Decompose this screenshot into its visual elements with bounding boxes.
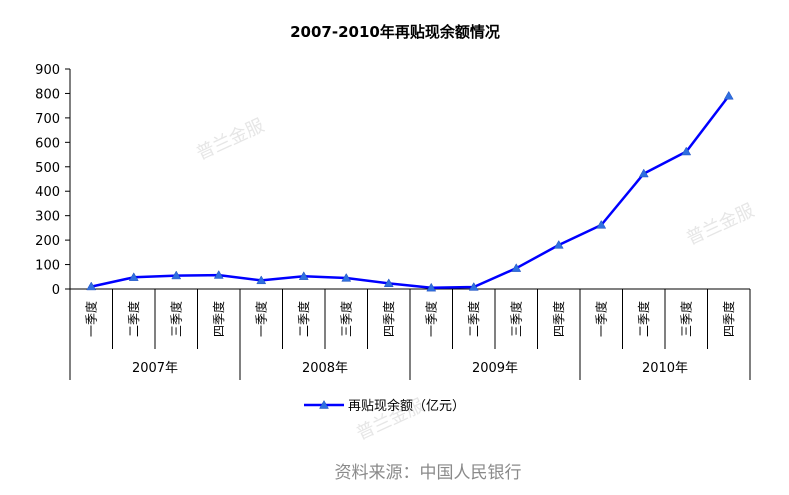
x-quarter-label: 二季度 xyxy=(466,301,481,337)
x-quarter-label: 三季度 xyxy=(168,301,183,337)
x-quarter-label: 三季度 xyxy=(678,301,693,337)
x-axis: 一季度 二季度 三季度 四季度 2007年 一季度 二季度 三季度 四季度 2008年 一季度 二季度… xyxy=(69,288,751,380)
x-quarter-label: 一季度 xyxy=(253,301,268,337)
data-point-marker xyxy=(426,282,437,292)
data-point-marker xyxy=(468,282,479,291)
x-quarter-label: 二季度 xyxy=(126,301,141,337)
data-point-marker xyxy=(213,270,224,279)
x-quarter-label: 三季度 xyxy=(508,301,523,337)
series-line xyxy=(91,95,730,290)
data-point-marker xyxy=(723,90,734,100)
x-quarter-label: 一季度 xyxy=(423,301,438,337)
watermark-text-1: 普兰金服 xyxy=(193,115,267,164)
y-tick-label: 100 xyxy=(35,259,60,274)
y-tick-label: 400 xyxy=(35,185,60,200)
x-quarter-label: 四季度 xyxy=(551,301,566,337)
x-year-label: 2009年 xyxy=(472,361,518,376)
data-point-marker xyxy=(86,281,97,291)
data-point-marker xyxy=(511,263,522,272)
x-quarter-label: 三季度 xyxy=(338,301,353,337)
x-quarter-label: 四季度 xyxy=(211,301,226,337)
x-year-label: 2007年 xyxy=(132,361,178,376)
y-tick-label: 700 xyxy=(35,112,60,127)
x-quarter-label: 四季度 xyxy=(721,301,736,337)
y-tick-label: 600 xyxy=(35,136,60,151)
data-point-marker xyxy=(256,275,267,285)
y-tick-label: 500 xyxy=(35,161,60,176)
x-quarter-label: 二季度 xyxy=(636,301,651,337)
x-quarter-label: 一季度 xyxy=(593,301,608,337)
source-note: 资料来源：中国人民银行 xyxy=(335,463,522,483)
data-point-marker xyxy=(128,272,139,281)
y-tick-label: 900 xyxy=(35,63,60,78)
y-tick-label: 300 xyxy=(35,210,60,225)
y-tick-label: 200 xyxy=(35,234,60,249)
legend-marker xyxy=(319,399,329,409)
data-point-marker xyxy=(171,270,182,280)
data-point-marker xyxy=(638,168,649,178)
legend: 再贴现余额（亿元） xyxy=(304,398,465,414)
x-quarter-label: 四季度 xyxy=(381,301,396,337)
x-quarter-label: 一季度 xyxy=(83,301,98,337)
series-layer xyxy=(86,90,734,292)
data-point-marker xyxy=(383,278,394,288)
data-point-marker xyxy=(681,146,692,156)
chart-title: 2007-2010年再贴现余额情况 xyxy=(290,23,500,41)
y-tick-label: 800 xyxy=(35,87,60,102)
data-point-marker xyxy=(341,272,352,282)
x-year-label: 2010年 xyxy=(642,361,688,376)
legend-label: 再贴现余额（亿元） xyxy=(348,398,465,414)
y-axis: 0 100 200 300 400 500 600 700 800 900 xyxy=(35,63,71,298)
x-year-label: 2008年 xyxy=(302,361,348,376)
data-point-marker xyxy=(298,271,309,280)
data-point-marker xyxy=(553,239,564,249)
x-quarter-label: 二季度 xyxy=(296,301,311,337)
watermark-text-2: 普兰金服 xyxy=(683,200,757,249)
y-tick-label: 0 xyxy=(52,283,60,298)
data-point-marker xyxy=(596,219,607,229)
